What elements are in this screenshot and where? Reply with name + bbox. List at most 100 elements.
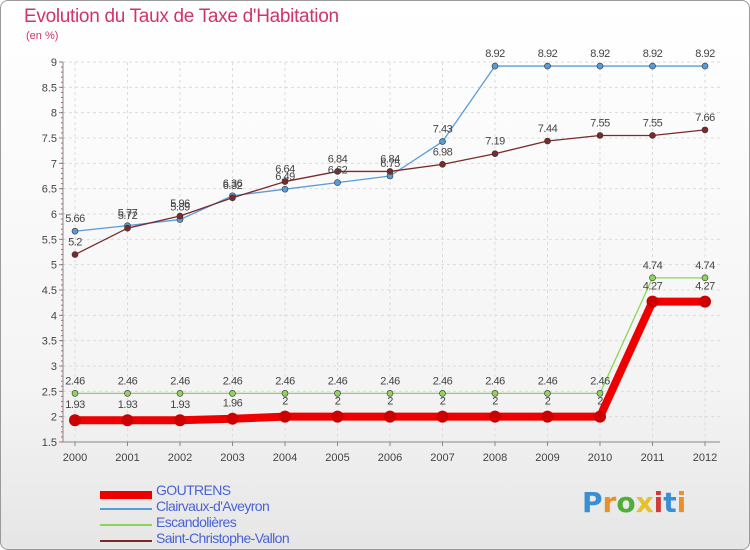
x-tick-label: 2002 xyxy=(168,452,192,464)
x-tick-label: 2005 xyxy=(325,452,349,464)
data-label-0: 1.96 xyxy=(223,398,243,410)
data-point-1 xyxy=(71,227,79,235)
data-point-0 xyxy=(699,295,711,308)
data-label-3: 7.19 xyxy=(485,136,505,148)
x-tick-label: 2000 xyxy=(63,452,87,464)
data-label-1: 5.89 xyxy=(170,202,190,214)
data-point-3 xyxy=(439,161,446,168)
data-point-1 xyxy=(491,62,499,70)
data-point-1 xyxy=(649,62,656,70)
data-label-2: 4.74 xyxy=(695,260,715,272)
data-label-0: 4.27 xyxy=(695,281,715,293)
data-point-3 xyxy=(229,194,236,202)
data-point-3 xyxy=(176,212,184,220)
data-point-2 xyxy=(386,390,394,397)
data-label-3: 5.96 xyxy=(170,198,190,210)
data-point-0 xyxy=(331,410,344,423)
data-point-0 xyxy=(174,414,186,427)
data-point-0 xyxy=(121,414,134,427)
y-tick-label: 7 xyxy=(51,158,57,170)
data-label-2: 2.46 xyxy=(380,375,400,387)
data-label-0: 2 xyxy=(335,396,341,408)
data-label-3: 6.64 xyxy=(275,164,295,176)
y-tick-label: 5.5 xyxy=(42,234,57,246)
y-tick-label: 2.5 xyxy=(42,386,57,398)
data-label-2: 2.46 xyxy=(170,375,190,387)
data-label-1: 6.49 xyxy=(275,171,295,183)
data-point-2 xyxy=(229,390,236,397)
data-label-3: 6.98 xyxy=(433,146,453,158)
data-point-3 xyxy=(124,224,131,232)
y-tick-label: 4 xyxy=(51,310,57,322)
data-point-0 xyxy=(646,295,659,308)
data-label-2: 2.46 xyxy=(485,375,505,387)
y-tick-label: 8 xyxy=(51,108,57,120)
data-label-0: 2 xyxy=(545,396,551,408)
data-point-1 xyxy=(281,185,289,193)
legend-label-clairvaux: Clairvaux-d'Aveyron xyxy=(156,498,270,514)
data-label-1: 8.92 xyxy=(485,48,505,60)
data-point-3 xyxy=(701,126,709,134)
data-label-2: 2.46 xyxy=(433,375,453,387)
legend-swatch-clairvaux xyxy=(100,508,152,510)
data-point-3 xyxy=(334,168,341,175)
data-point-0 xyxy=(279,410,291,423)
data-label-3: 5.72 xyxy=(118,210,138,222)
x-tick-label: 2004 xyxy=(273,452,297,464)
data-label-1: 8.92 xyxy=(590,48,610,60)
y-tick-label: 3.5 xyxy=(42,336,57,348)
data-label-3: 7.44 xyxy=(538,123,558,135)
x-tick-label: 2009 xyxy=(535,452,559,464)
data-point-1 xyxy=(334,179,341,186)
data-label-1: 6.36 xyxy=(223,178,243,190)
data-label-3: 6.84 xyxy=(328,153,348,165)
data-label-0: 4.27 xyxy=(643,281,663,293)
data-point-1 xyxy=(596,62,604,70)
legend-swatch-goutrens xyxy=(100,491,152,499)
data-point-3 xyxy=(71,251,79,258)
y-tick-label: 3 xyxy=(51,361,57,373)
data-point-2 xyxy=(544,390,551,397)
x-tick-label: 2007 xyxy=(430,452,454,464)
proxiti-logo: Proxiti xyxy=(582,486,687,519)
data-point-0 xyxy=(541,410,554,423)
data-point-2 xyxy=(281,390,289,397)
data-point-0 xyxy=(69,414,81,427)
data-label-2: 2.46 xyxy=(590,375,610,387)
data-label-2: 2.46 xyxy=(118,375,138,387)
data-label-0: 1.93 xyxy=(118,399,138,411)
legend-swatch-escandolieres xyxy=(100,524,152,526)
y-tick-label: 1.5 xyxy=(42,437,57,449)
data-label-1: 8.92 xyxy=(695,48,715,60)
data-point-0 xyxy=(436,410,449,423)
data-label-0: 2 xyxy=(597,396,603,408)
data-label-0: 2 xyxy=(387,396,393,408)
data-point-2 xyxy=(491,390,499,397)
y-tick-label: 4.5 xyxy=(42,285,57,297)
y-tick-label: 6.5 xyxy=(42,184,57,196)
data-label-2: 2.46 xyxy=(328,375,348,387)
x-tick-label: 2003 xyxy=(220,452,244,464)
y-tick-label: 5 xyxy=(51,260,57,272)
legend-label-goutrens: GOUTRENS xyxy=(156,482,231,498)
y-tick-label: 9 xyxy=(51,57,57,69)
data-label-1: 7.43 xyxy=(433,124,453,136)
x-tick-label: 2011 xyxy=(641,452,665,464)
data-label-3: 5.2 xyxy=(68,237,82,249)
data-label-1: 8.92 xyxy=(643,48,663,60)
data-point-0 xyxy=(594,410,606,423)
data-label-3: 7.55 xyxy=(590,117,610,129)
data-label-1: 6.75 xyxy=(380,158,400,170)
legend-label-escandolieres: Escandolières xyxy=(156,514,237,530)
legend-swatch-saint-christophe xyxy=(100,540,152,542)
data-label-2: 4.74 xyxy=(643,260,663,272)
data-point-3 xyxy=(596,132,604,139)
data-point-3 xyxy=(491,150,499,158)
data-point-0 xyxy=(384,410,396,423)
chart-unit-label: (en %) xyxy=(26,30,59,42)
data-label-0: 2 xyxy=(282,396,288,408)
data-point-2 xyxy=(334,390,341,397)
y-tick-label: 6 xyxy=(51,209,57,221)
